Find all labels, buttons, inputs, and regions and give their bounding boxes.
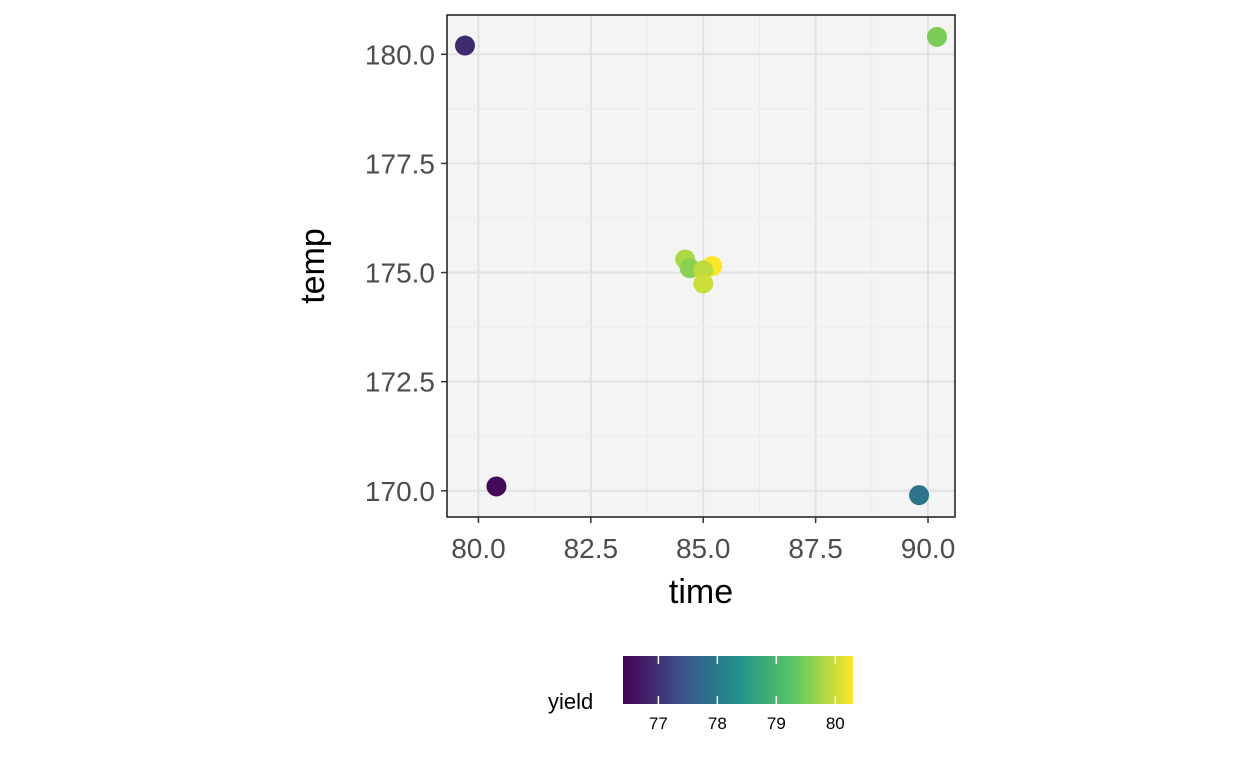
legend-tick-label: 77 — [649, 714, 668, 733]
x-tick-label: 80.0 — [451, 533, 506, 564]
data-point-0 — [454, 35, 475, 56]
legend-colorbar — [623, 656, 853, 704]
data-point-1 — [486, 476, 507, 497]
y-tick-label: 175.0 — [365, 258, 435, 289]
data-point-2 — [927, 26, 948, 47]
axis-ticks: 80.0 82.5 85.0 87.5 90.0 170.0 172.5 175.0 177.5… — [365, 39, 955, 564]
data-point-3 — [909, 485, 930, 506]
x-axis-title: time — [669, 573, 733, 611]
x-tick-label: 82.5 — [564, 533, 619, 564]
legend-tick-label: 79 — [767, 714, 786, 733]
data-point-8 — [693, 273, 714, 294]
data-points — [454, 26, 948, 506]
y-tick-label: 170.0 — [365, 476, 435, 507]
x-tick-label: 90.0 — [901, 533, 956, 564]
legend-tick-label: 80 — [826, 714, 845, 733]
panel-border — [446, 14, 956, 518]
color-legend: yield 77 78 79 80 — [548, 656, 853, 733]
grid-lines — [446, 14, 956, 518]
x-tick-label: 87.5 — [788, 533, 843, 564]
y-axis-title: temp — [294, 228, 332, 304]
y-tick-label: 177.5 — [365, 148, 435, 179]
legend-tick-label: 78 — [708, 714, 727, 733]
x-tick-label: 85.0 — [676, 533, 731, 564]
legend-title: yield — [548, 689, 593, 714]
y-tick-label: 172.5 — [365, 367, 435, 398]
y-tick-label: 180.0 — [365, 39, 435, 70]
